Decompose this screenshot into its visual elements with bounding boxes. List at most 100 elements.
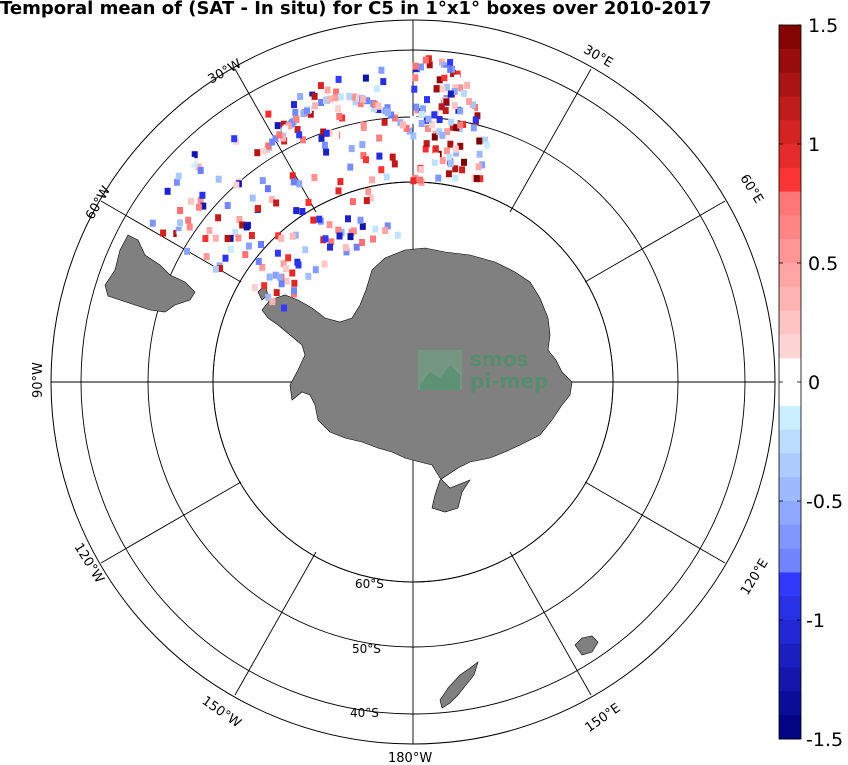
data-cell (203, 253, 210, 261)
data-cell (357, 100, 364, 108)
data-cell (418, 110, 425, 118)
data-cell (475, 163, 482, 171)
data-cell (381, 118, 388, 126)
data-cell (441, 67, 448, 75)
data-cell (186, 223, 193, 231)
lon-label-60w: 60°W (83, 184, 114, 223)
data-cell (378, 66, 385, 74)
colorbar-step (779, 572, 801, 597)
data-cell (429, 121, 435, 128)
data-cell (425, 115, 432, 123)
data-cell (343, 248, 350, 256)
colorbar-step (779, 167, 801, 193)
lon-label-120e: 120°E (738, 557, 772, 598)
colorbar-step (779, 643, 801, 669)
data-cell (420, 105, 426, 113)
data-cell (265, 142, 272, 150)
data-cell (457, 84, 464, 92)
data-cell (285, 122, 292, 130)
data-cell (352, 98, 359, 106)
colorbar-step (779, 334, 801, 359)
data-cell (321, 141, 328, 149)
data-cell (355, 94, 362, 102)
data-cell (351, 93, 358, 101)
lon-label-30e: 30°E (581, 42, 616, 71)
map-title: Temporal mean of (SAT - In situ) for C5 … (0, 0, 712, 19)
lon-label-120w: 120°W (71, 541, 107, 587)
colorbar-tick-neg1: -1 (806, 610, 825, 632)
data-cell (385, 109, 392, 117)
data-cell (360, 95, 367, 103)
lon-label-90w: 90°W (31, 362, 46, 398)
data-cell (305, 272, 312, 280)
colorbar-step (779, 48, 801, 74)
data-cell (307, 110, 314, 118)
data-cell (291, 287, 297, 295)
data-cell (451, 88, 458, 95)
data-cell (327, 243, 333, 251)
data-cell (188, 156, 195, 164)
data-cell (461, 89, 467, 97)
data-cell (191, 160, 198, 168)
data-cell (417, 176, 424, 184)
data-cell (418, 166, 425, 173)
data-cell (267, 164, 274, 172)
data-cell (318, 134, 325, 142)
data-cell (472, 116, 479, 124)
data-cell (191, 151, 198, 159)
data-cell (447, 59, 454, 66)
data-cell (227, 246, 234, 253)
data-cell (206, 227, 213, 234)
data-cell (380, 78, 387, 86)
data-cell (280, 120, 287, 128)
data-cell (383, 173, 390, 181)
data-cell (345, 215, 351, 223)
data-cell (425, 125, 431, 132)
data-cell (335, 226, 342, 234)
data-cell (337, 93, 344, 101)
data-cell (442, 107, 449, 115)
data-cell (353, 70, 360, 78)
data-cell (185, 216, 192, 224)
data-cell (336, 232, 343, 240)
smos-pi-mep-logo: smos pi-mep (418, 347, 548, 393)
data-cell (304, 107, 310, 115)
data-cell (457, 121, 464, 129)
data-cell (255, 257, 262, 265)
data-cell (239, 154, 246, 162)
colorbar-step (779, 524, 801, 550)
data-cell (376, 152, 383, 160)
data-cell (342, 244, 349, 252)
data-cell (232, 229, 239, 237)
data-cell (300, 110, 307, 117)
data-cell (443, 98, 450, 106)
data-cell (283, 277, 290, 285)
data-cell (260, 147, 267, 155)
meridian-150e (509, 551, 592, 696)
data-cell (215, 175, 222, 183)
colorbar-tick-neg1.5: -1.5 (806, 729, 843, 751)
colorbar-step (779, 405, 801, 431)
data-cell (436, 116, 443, 123)
data-cell (469, 101, 476, 109)
data-cell (335, 75, 342, 83)
data-cell (452, 145, 459, 153)
data-cell (177, 219, 184, 227)
data-cell (454, 70, 461, 78)
data-cell (312, 102, 319, 110)
data-cell (199, 191, 206, 199)
data-cell (459, 166, 466, 174)
antarctica-landmass (261, 247, 573, 513)
data-cell (378, 166, 385, 174)
data-cell (375, 102, 382, 110)
data-cell (369, 176, 376, 184)
colorbar-step (779, 691, 801, 716)
data-cell (439, 157, 446, 165)
colorbar-step (779, 429, 801, 454)
data-cell (305, 198, 312, 206)
data-cell (254, 149, 261, 157)
data-cell (212, 234, 219, 242)
data-cell (446, 153, 453, 161)
meridian-120e (584, 481, 726, 564)
data-cell (482, 136, 489, 144)
